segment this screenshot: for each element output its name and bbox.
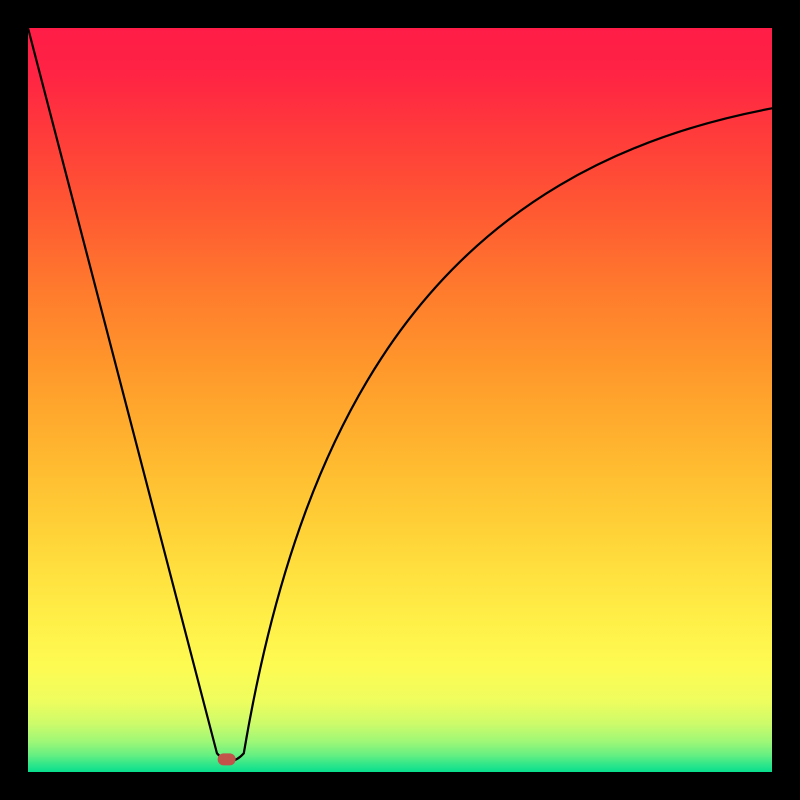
watermark-text: TheBottlenecker.com xyxy=(565,6,782,33)
operating-point-marker xyxy=(218,753,236,765)
bottleneck-chart xyxy=(0,0,800,800)
chart-frame: TheBottlenecker.com xyxy=(0,0,800,800)
plot-area xyxy=(28,28,772,772)
